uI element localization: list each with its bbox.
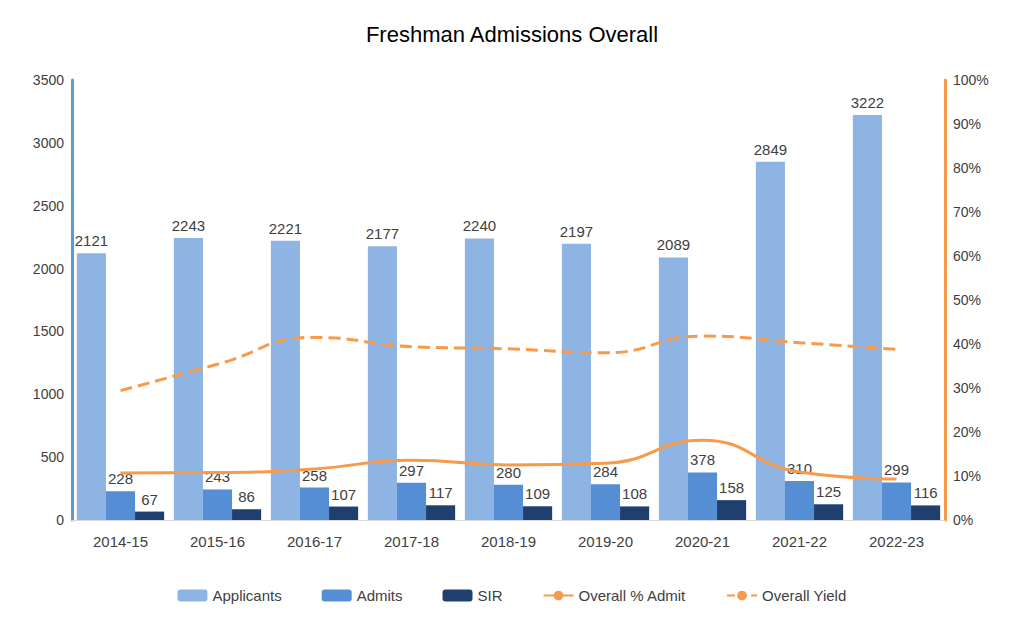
svg-text:70%: 70%: [953, 204, 981, 220]
svg-text:2017-18: 2017-18: [384, 533, 439, 550]
svg-text:Overall Yield: Overall Yield: [762, 587, 846, 604]
svg-text:60%: 60%: [953, 248, 981, 264]
svg-text:2018-19: 2018-19: [481, 533, 536, 550]
svg-text:1000: 1000: [33, 386, 64, 402]
svg-text:Freshman Admissions Overall: Freshman Admissions Overall: [366, 22, 658, 47]
svg-text:284: 284: [593, 463, 618, 480]
svg-text:80%: 80%: [953, 160, 981, 176]
svg-text:20%: 20%: [953, 424, 981, 440]
svg-text:67: 67: [141, 491, 158, 508]
svg-text:3500: 3500: [33, 72, 64, 88]
svg-text:310: 310: [787, 460, 812, 477]
svg-text:228: 228: [108, 470, 133, 488]
svg-text:258: 258: [302, 466, 327, 484]
svg-text:0%: 0%: [953, 512, 973, 528]
svg-text:117: 117: [429, 484, 453, 501]
svg-text:Admits: Admits: [357, 587, 403, 604]
svg-text:378: 378: [690, 451, 715, 468]
svg-text:100%: 100%: [953, 72, 989, 88]
svg-text:3222: 3222: [851, 94, 884, 111]
svg-text:243: 243: [205, 468, 230, 486]
svg-text:2240: 2240: [463, 217, 496, 234]
svg-text:2019-20: 2019-20: [578, 533, 633, 550]
svg-text:2021-22: 2021-22: [772, 533, 827, 550]
svg-text:10%: 10%: [953, 468, 981, 484]
svg-text:2500: 2500: [33, 198, 64, 214]
svg-text:86: 86: [238, 488, 255, 505]
svg-text:30%: 30%: [953, 380, 981, 396]
svg-text:2016-17: 2016-17: [287, 533, 342, 550]
svg-text:40%: 40%: [953, 336, 981, 352]
svg-text:2089: 2089: [657, 236, 690, 253]
svg-text:299: 299: [884, 461, 909, 478]
svg-text:2221: 2221: [269, 220, 302, 237]
svg-text:SIR: SIR: [478, 587, 503, 604]
svg-text:297: 297: [399, 462, 424, 479]
svg-text:2197: 2197: [560, 223, 593, 240]
svg-text:2000: 2000: [33, 261, 64, 277]
svg-text:500: 500: [41, 449, 65, 465]
svg-text:Applicants: Applicants: [212, 587, 281, 604]
svg-text:280: 280: [496, 463, 521, 481]
svg-text:109: 109: [525, 485, 550, 502]
svg-text:1500: 1500: [33, 323, 64, 339]
svg-text:3000: 3000: [33, 135, 64, 151]
svg-text:2014-15: 2014-15: [93, 533, 148, 550]
svg-text:2020-21: 2020-21: [675, 533, 730, 550]
svg-text:116: 116: [914, 484, 938, 501]
svg-text:125: 125: [816, 483, 841, 500]
svg-text:2022-23: 2022-23: [869, 533, 924, 550]
svg-text:Overall % Admit: Overall % Admit: [579, 587, 687, 604]
svg-text:2015-16: 2015-16: [190, 533, 245, 550]
svg-text:107: 107: [331, 486, 356, 503]
svg-text:2849: 2849: [754, 141, 787, 158]
svg-text:2243: 2243: [172, 217, 205, 234]
svg-text:108: 108: [622, 485, 647, 502]
svg-text:50%: 50%: [953, 292, 981, 308]
svg-text:158: 158: [719, 479, 744, 496]
svg-text:0: 0: [56, 512, 64, 528]
svg-text:2121: 2121: [75, 232, 108, 249]
svg-text:90%: 90%: [953, 116, 981, 132]
svg-text:2177: 2177: [366, 225, 399, 242]
